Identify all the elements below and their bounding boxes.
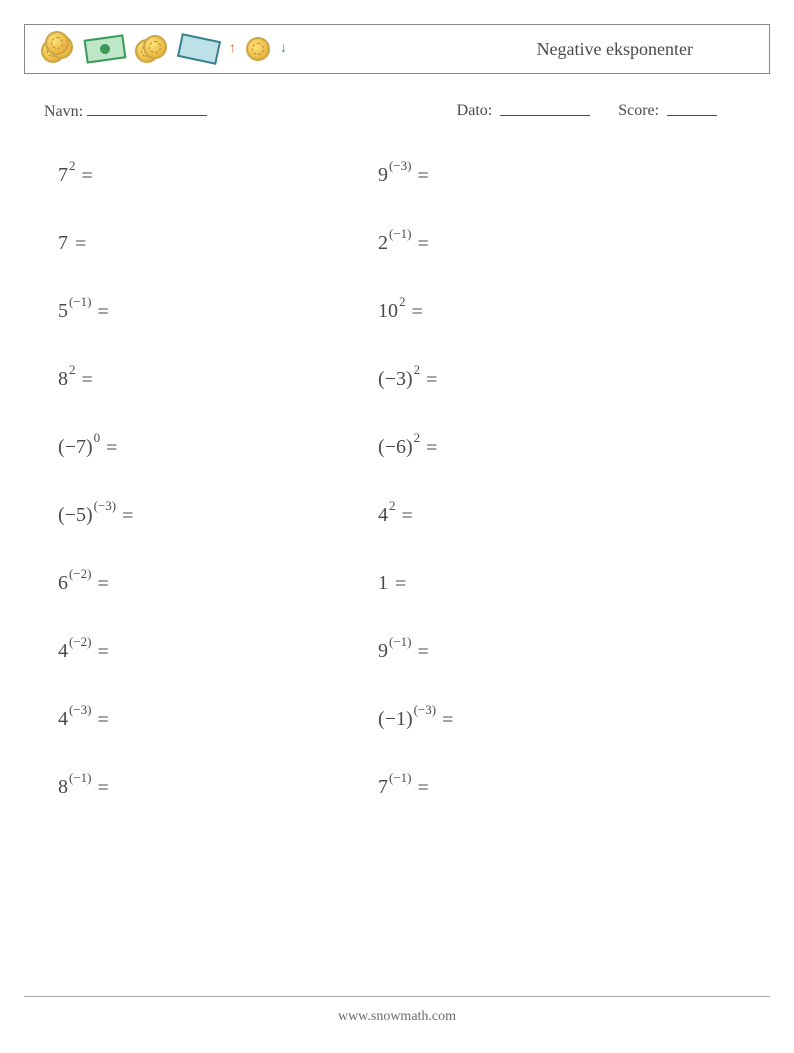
problem-row: (−1)(−3)= [378, 709, 698, 737]
footer-link[interactable]: www.snowmath.com [0, 1009, 794, 1025]
problems-grid: 72= 7= 5(−1)= 82= (−7)0= (−5)(−3)= 6(−2)… [24, 165, 770, 805]
footer-divider [24, 996, 770, 997]
score-blank[interactable] [667, 102, 717, 116]
problem-row: 102= [378, 301, 698, 329]
worksheet-title: Negative eksponenter [537, 39, 753, 60]
problem-row: 7= [58, 233, 378, 261]
banknote-icon-2 [177, 33, 221, 65]
header-icons: ↑ ↓ [41, 35, 287, 63]
banknote-icon [84, 34, 127, 63]
name-label: Navn: [44, 103, 83, 120]
date-label: Dato: [457, 102, 493, 121]
arrows-icon-2: ↓ [280, 42, 287, 56]
problem-row: 7(−1)= [378, 777, 698, 805]
problem-row: 6(−2)= [58, 573, 378, 601]
score-label: Score: [618, 102, 659, 121]
problem-row: (−6)2= [378, 437, 698, 465]
header-box: ↑ ↓ Negative eksponenter [24, 24, 770, 74]
problem-row: (−5)(−3)= [58, 505, 378, 533]
problem-row: (−7)0= [58, 437, 378, 465]
coins-icon [41, 35, 75, 63]
arrows-icon: ↑ [229, 42, 236, 56]
problem-row: 2(−1)= [378, 233, 698, 261]
coin-icon [246, 37, 270, 61]
column-left: 72= 7= 5(−1)= 82= (−7)0= (−5)(−3)= 6(−2)… [58, 165, 378, 805]
coins-icon-2 [135, 35, 169, 63]
date-blank[interactable] [500, 102, 590, 116]
problem-row: 1= [378, 573, 698, 601]
problem-row: 9(−3)= [378, 165, 698, 193]
problem-row: 8(−1)= [58, 777, 378, 805]
problem-row: (−3)2= [378, 369, 698, 397]
name-blank[interactable] [87, 102, 207, 116]
problem-row: 72= [58, 165, 378, 193]
column-right: 9(−3)= 2(−1)= 102= (−3)2= (−6)2= 42= 1= … [378, 165, 698, 805]
problem-row: 4(−2)= [58, 641, 378, 669]
problem-row: 5(−1)= [58, 301, 378, 329]
problem-row: 82= [58, 369, 378, 397]
problem-row: 42= [378, 505, 698, 533]
problem-row: 9(−1)= [378, 641, 698, 669]
problem-row: 4(−3)= [58, 709, 378, 737]
meta-row: Navn: Dato: Score: [24, 102, 770, 121]
